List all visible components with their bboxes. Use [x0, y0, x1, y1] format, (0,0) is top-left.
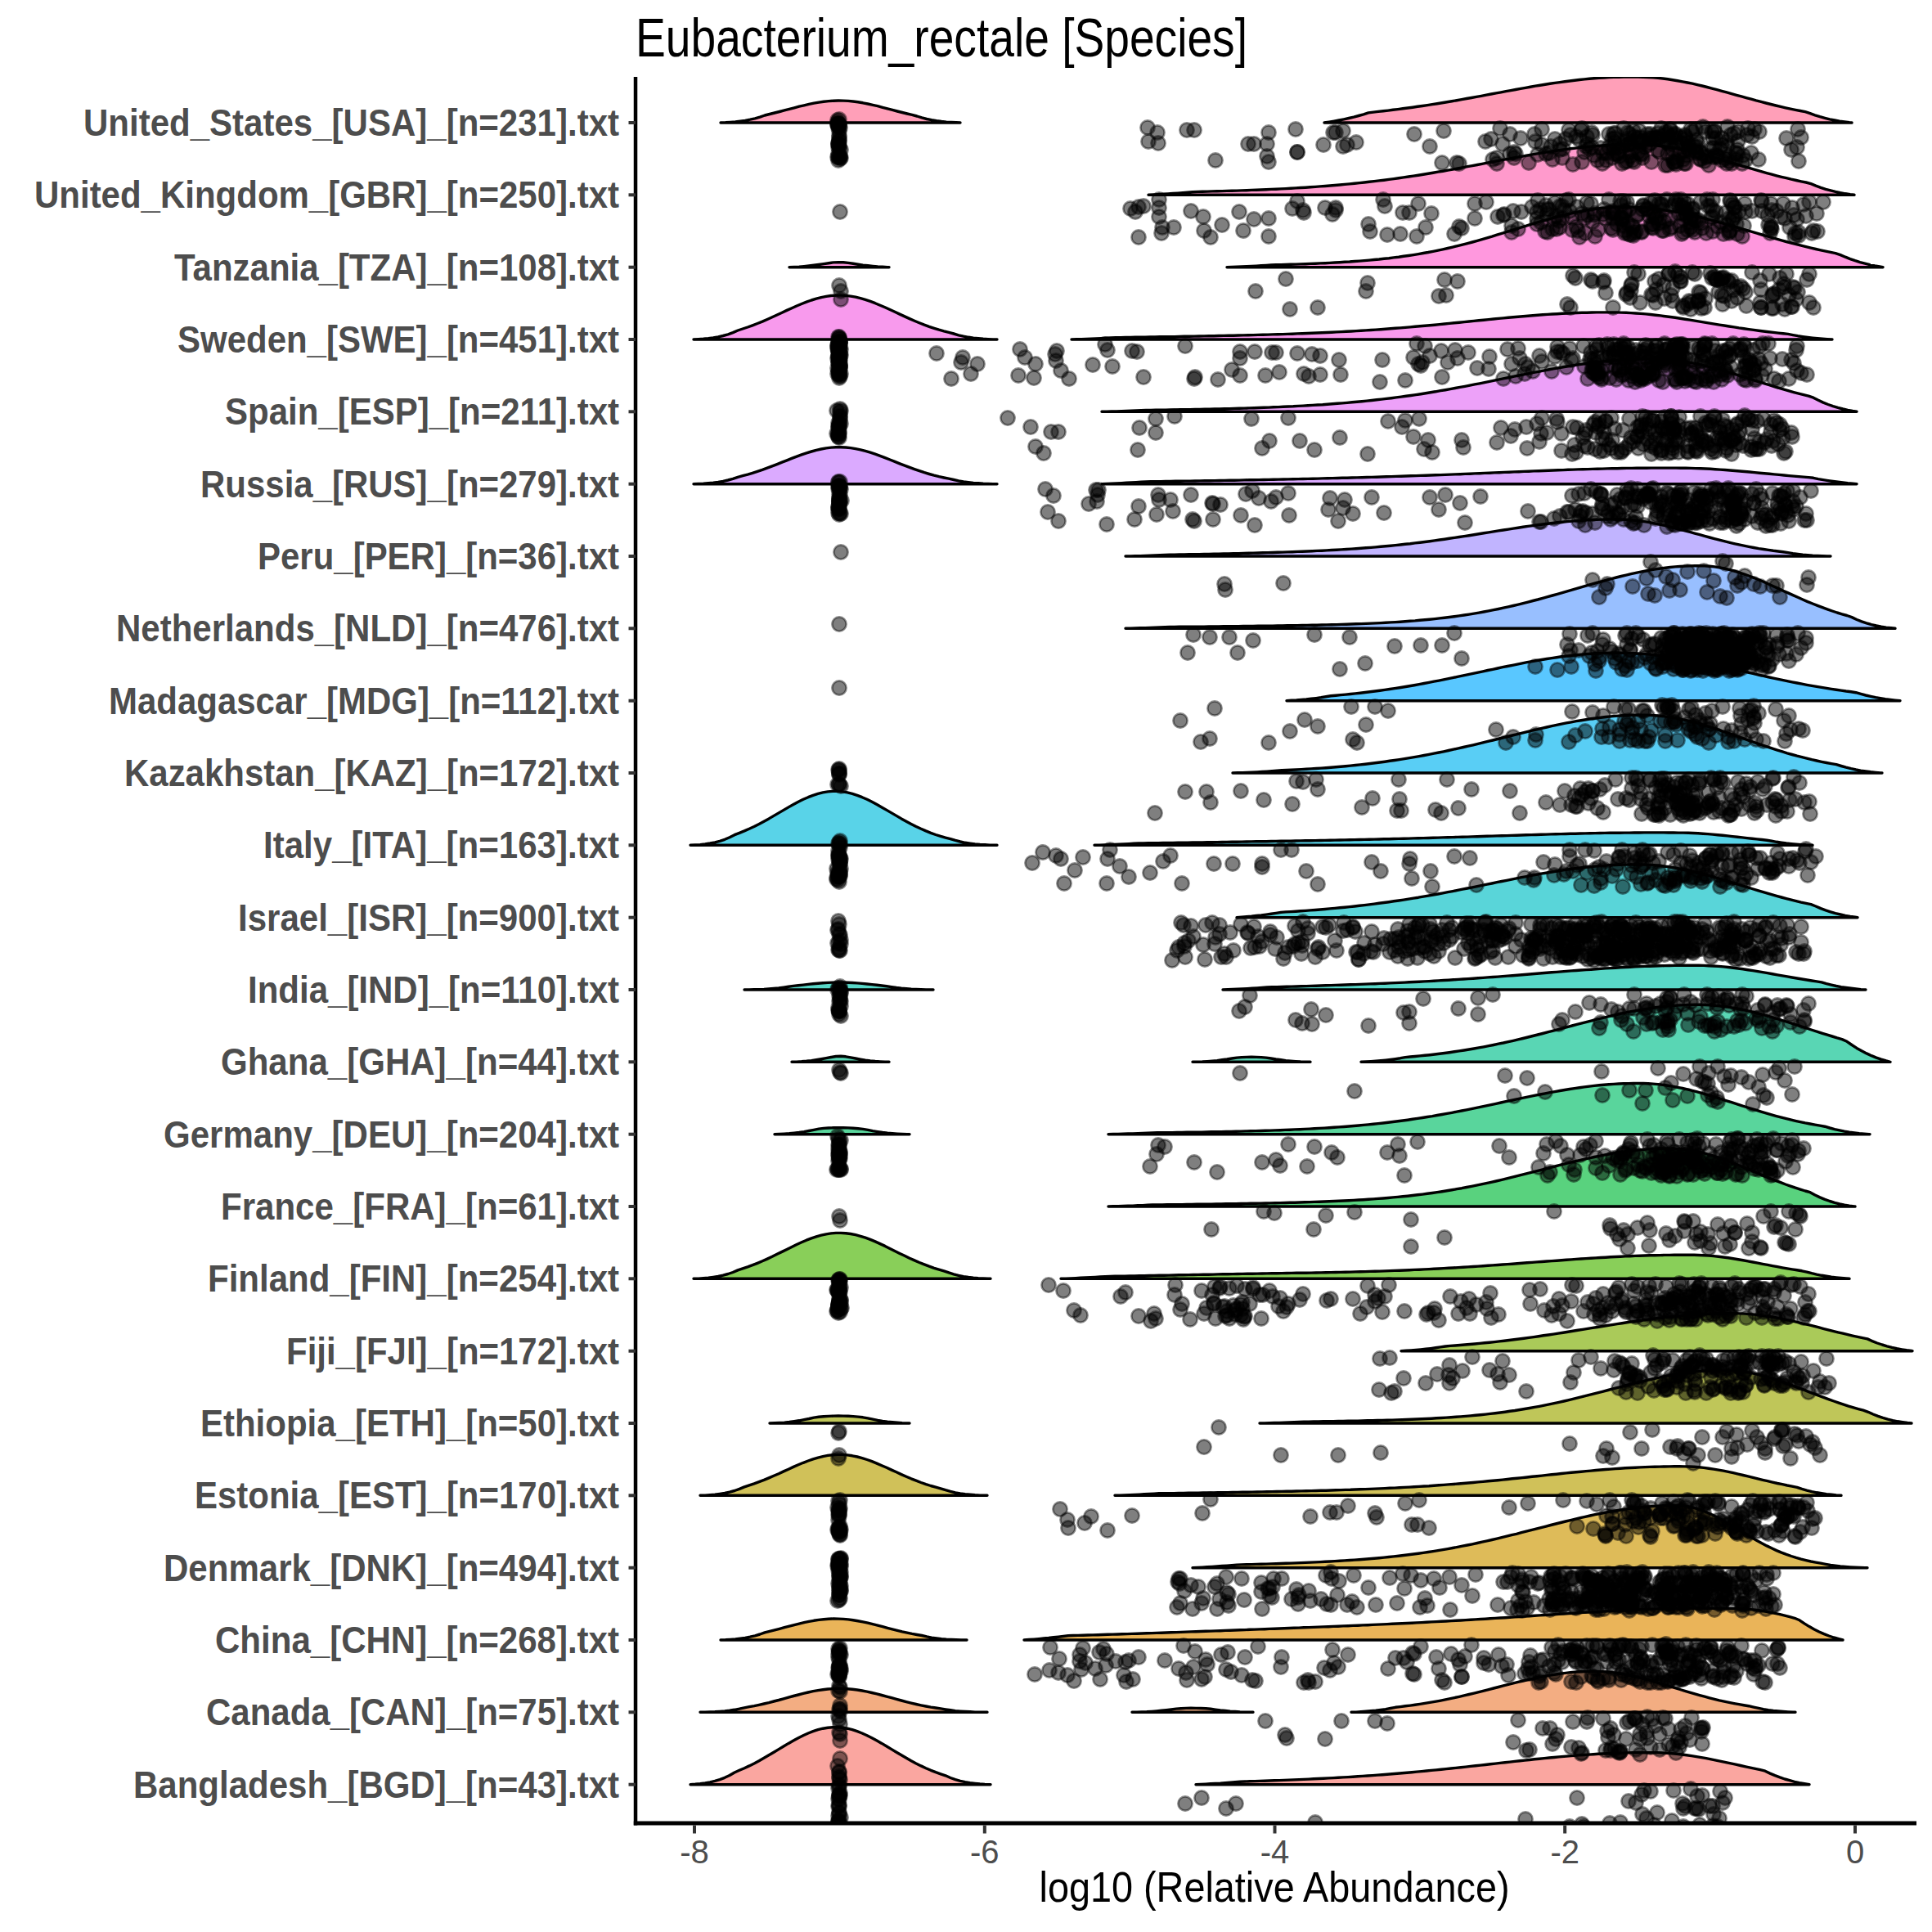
svg-text:Canada_[CAN]_[n=75].txt: Canada_[CAN]_[n=75].txt	[206, 1691, 619, 1733]
svg-text:Sweden_[SWE]_[n=451].txt: Sweden_[SWE]_[n=451].txt	[177, 318, 619, 361]
svg-text:Spain_[ESP]_[n=211].txt: Spain_[ESP]_[n=211].txt	[225, 390, 619, 433]
svg-text:Germany_[DEU]_[n=204].txt: Germany_[DEU]_[n=204].txt	[164, 1113, 619, 1156]
svg-text:Ethiopia_[ETH]_[n=50].txt: Ethiopia_[ETH]_[n=50].txt	[200, 1402, 619, 1445]
svg-text:Peru_[PER]_[n=36].txt: Peru_[PER]_[n=36].txt	[258, 535, 619, 577]
svg-text:Kazakhstan_[KAZ]_[n=172].txt: Kazakhstan_[KAZ]_[n=172].txt	[124, 752, 619, 794]
svg-text:Denmark_[DNK]_[n=494].txt: Denmark_[DNK]_[n=494].txt	[164, 1547, 619, 1589]
svg-text:log10 (Relative Abundance): log10 (Relative Abundance)	[1040, 1863, 1510, 1911]
svg-text:Estonia_[EST]_[n=170].txt: Estonia_[EST]_[n=170].txt	[195, 1474, 619, 1516]
svg-text:Italy_[ITA]_[n=163].txt: Italy_[ITA]_[n=163].txt	[263, 824, 619, 866]
svg-text:Eubacterium_rectale [Species]: Eubacterium_rectale [Species]	[636, 7, 1247, 68]
svg-text:Israel_[ISR]_[n=900].txt: Israel_[ISR]_[n=900].txt	[238, 896, 619, 939]
svg-text:China_[CHN]_[n=268].txt: China_[CHN]_[n=268].txt	[215, 1619, 619, 1661]
svg-text:India_[IND]_[n=110].txt: India_[IND]_[n=110].txt	[248, 968, 619, 1011]
svg-text:Netherlands_[NLD]_[n=476].txt: Netherlands_[NLD]_[n=476].txt	[116, 607, 619, 649]
svg-text:-6: -6	[970, 1834, 1000, 1870]
svg-text:Tanzania_[TZA]_[n=108].txt: Tanzania_[TZA]_[n=108].txt	[174, 246, 619, 289]
svg-text:-2: -2	[1550, 1834, 1579, 1870]
svg-text:United_States_[USA]_[n=231].tx: United_States_[USA]_[n=231].txt	[83, 101, 619, 144]
svg-text:Bangladesh_[BGD]_[n=43].txt: Bangladesh_[BGD]_[n=43].txt	[133, 1764, 619, 1806]
svg-text:Fiji_[FJI]_[n=172].txt: Fiji_[FJI]_[n=172].txt	[286, 1330, 619, 1373]
svg-text:Russia_[RUS]_[n=279].txt: Russia_[RUS]_[n=279].txt	[200, 463, 619, 505]
svg-text:-8: -8	[680, 1834, 709, 1870]
svg-text:Madagascar_[MDG]_[n=112].txt: Madagascar_[MDG]_[n=112].txt	[109, 680, 619, 722]
svg-text:0: 0	[1846, 1834, 1864, 1870]
svg-text:Ghana_[GHA]_[n=44].txt: Ghana_[GHA]_[n=44].txt	[221, 1040, 619, 1083]
svg-text:United_Kingdom_[GBR]_[n=250].t: United_Kingdom_[GBR]_[n=250].txt	[34, 173, 619, 216]
svg-text:Finland_[FIN]_[n=254].txt: Finland_[FIN]_[n=254].txt	[208, 1257, 619, 1300]
svg-text:France_[FRA]_[n=61].txt: France_[FRA]_[n=61].txt	[221, 1185, 619, 1228]
